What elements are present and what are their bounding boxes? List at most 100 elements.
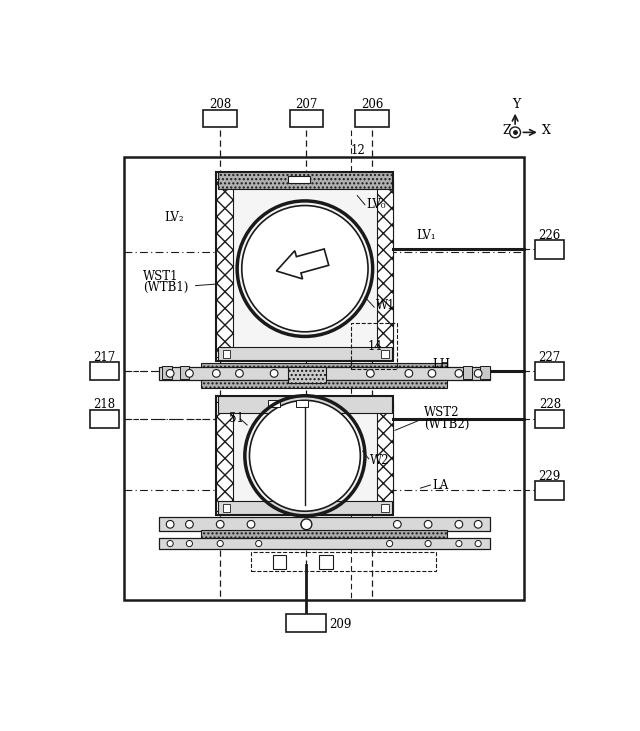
Bar (535, 409, 564, 428)
Bar (201, 380, 447, 388)
Circle shape (186, 370, 193, 377)
Bar (535, 481, 564, 500)
Circle shape (216, 520, 224, 529)
Circle shape (394, 520, 401, 529)
Circle shape (405, 370, 413, 377)
Circle shape (167, 540, 173, 547)
Circle shape (367, 370, 374, 377)
Circle shape (270, 370, 278, 377)
Bar (355, 110, 389, 127)
Circle shape (242, 205, 368, 332)
Circle shape (301, 519, 312, 530)
Circle shape (166, 520, 174, 529)
Circle shape (456, 540, 462, 547)
Bar (288, 176, 310, 183)
Text: WST1: WST1 (143, 270, 179, 283)
Text: 14: 14 (368, 340, 383, 353)
Text: LV₂: LV₂ (164, 211, 184, 224)
Text: 228: 228 (539, 398, 561, 412)
Text: LA: LA (432, 479, 448, 491)
Bar (159, 518, 490, 531)
Bar (216, 402, 234, 511)
Circle shape (255, 540, 262, 547)
Text: (WTB1): (WTB1) (143, 281, 189, 295)
Circle shape (387, 540, 393, 547)
Bar (481, 366, 490, 379)
Text: 229: 229 (539, 470, 561, 483)
Bar (535, 362, 564, 380)
Text: LH: LH (432, 358, 450, 371)
Bar (180, 366, 189, 379)
Bar (218, 347, 392, 360)
Circle shape (474, 520, 482, 529)
Text: Z: Z (502, 124, 511, 137)
Bar (289, 110, 323, 127)
Bar (163, 366, 172, 379)
Bar (288, 367, 326, 382)
Text: 217: 217 (93, 351, 116, 364)
Bar (381, 504, 389, 512)
Circle shape (425, 540, 431, 547)
Bar (218, 173, 392, 189)
Bar (124, 157, 524, 599)
Circle shape (186, 540, 193, 547)
Bar (351, 322, 397, 368)
Bar (218, 395, 392, 413)
Bar (201, 531, 447, 538)
Circle shape (247, 520, 255, 529)
Bar (268, 400, 280, 406)
Bar (218, 501, 392, 514)
Text: Y: Y (513, 98, 521, 110)
Circle shape (474, 370, 482, 377)
Bar (216, 178, 234, 357)
Circle shape (236, 370, 243, 377)
Text: 227: 227 (539, 351, 561, 364)
Bar (216, 173, 394, 361)
Bar (251, 552, 436, 570)
Bar (159, 367, 490, 380)
Bar (90, 362, 119, 380)
Circle shape (166, 370, 174, 377)
Bar (287, 613, 326, 632)
Bar (273, 555, 287, 569)
Circle shape (301, 520, 308, 529)
Text: 51: 51 (230, 412, 244, 425)
Circle shape (212, 370, 220, 377)
Circle shape (428, 370, 436, 377)
Text: LV₀: LV₀ (367, 198, 386, 211)
Bar (159, 538, 490, 549)
Circle shape (509, 127, 520, 137)
Bar (296, 400, 308, 406)
Text: 206: 206 (361, 98, 383, 111)
Circle shape (186, 520, 193, 529)
Circle shape (475, 540, 481, 547)
Bar (463, 366, 472, 379)
Text: 226: 226 (539, 229, 561, 242)
Bar (201, 363, 447, 370)
Bar (90, 409, 119, 428)
Bar (216, 395, 394, 515)
Bar (376, 402, 394, 511)
Text: LV₁: LV₁ (417, 229, 436, 242)
Text: 208: 208 (209, 98, 231, 111)
Text: 209: 209 (330, 618, 352, 631)
Circle shape (217, 540, 223, 547)
Text: (WTB2): (WTB2) (424, 417, 470, 431)
Bar (223, 504, 230, 512)
Bar (535, 240, 564, 259)
Circle shape (250, 401, 360, 511)
Text: 12: 12 (351, 144, 366, 157)
Text: W1: W1 (376, 299, 396, 312)
Circle shape (424, 520, 432, 529)
Text: WST2: WST2 (424, 406, 460, 419)
Text: 218: 218 (93, 398, 116, 412)
FancyArrow shape (276, 249, 329, 279)
Circle shape (455, 520, 463, 529)
Text: X: X (542, 124, 551, 137)
Bar (223, 350, 230, 358)
Text: W2: W2 (371, 454, 390, 467)
Bar (319, 555, 333, 569)
Bar (204, 110, 237, 127)
Circle shape (455, 370, 463, 377)
Text: 207: 207 (295, 98, 317, 111)
